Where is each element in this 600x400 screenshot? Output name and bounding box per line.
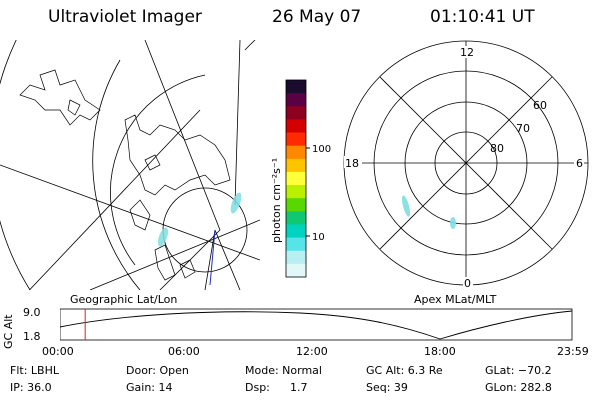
time-label: 01:10:41 UT: [430, 7, 535, 27]
lat-70: 70: [516, 122, 530, 135]
altitude-plot: [60, 308, 573, 341]
door-info: Door: Open: [126, 364, 189, 377]
lat-circle-3: [110, 74, 206, 266]
colorbar-segment: [286, 237, 306, 252]
meridian-1: [0, 164, 260, 261]
aurora-patches: [157, 192, 242, 247]
glat-info: GLat: −70.2: [485, 364, 552, 377]
meridian-3: [234, 40, 241, 206]
colorbar-segment: [286, 211, 306, 225]
left-map-caption: Geographic Lat/Lon: [70, 293, 178, 306]
colorbar-segment: [286, 119, 306, 134]
colorbar-segment: [286, 158, 306, 173]
mlt-0: 0: [464, 277, 471, 290]
x-tick-0600: 06:00: [168, 345, 200, 358]
meridian-2: [144, 40, 221, 231]
date-label: 26 May 07: [272, 7, 362, 27]
mode-info: Mode: Normal: [245, 364, 322, 377]
meridian-4: [89, 219, 260, 290]
mlt-6: 6: [576, 157, 583, 170]
x-tick-1800: 18:00: [424, 345, 456, 358]
colorbar-segment: [286, 198, 306, 212]
gain-info: Gain: 14: [126, 381, 173, 394]
colorbar-segment: [286, 224, 306, 239]
alt-tick-1_8: 1.8: [23, 330, 41, 343]
x-tick-1200: 12:00: [296, 345, 328, 358]
right-map-caption: Apex MLat/MLT: [414, 293, 497, 306]
gc-alt-info: GC Alt: 6.3 Re: [366, 364, 443, 377]
colorbar-segment: [286, 171, 306, 186]
dsp-value: 1.7: [290, 381, 308, 394]
x-tick-0000: 00:00: [42, 345, 74, 358]
mlt-12: 12: [460, 46, 474, 59]
lat-60: 60: [533, 99, 547, 112]
glon-info: GLon: 282.8: [485, 381, 552, 394]
lat-circle-2: [92, 59, 141, 290]
seq-info: Seq: 39: [366, 381, 408, 394]
alt-tick-9: 9.0: [23, 306, 41, 319]
ip-info: IP: 36.0: [10, 381, 52, 394]
coastlines: [19, 69, 231, 281]
lat-80: 80: [490, 142, 504, 155]
flt-info: Flt: LBHL: [10, 364, 59, 377]
colorbar-segment: [286, 250, 306, 265]
lat-circle-outer: [0, 40, 31, 290]
geographic-map: [0, 40, 260, 290]
colorbar-segment: [286, 93, 306, 107]
colorbar-unit: photon cm⁻²s⁻¹: [270, 158, 283, 243]
polar-aurora: [401, 195, 456, 229]
footprint-track: [209, 229, 216, 286]
colorbar-tick-100: 100: [312, 144, 331, 155]
mlt-18: 18: [345, 157, 359, 170]
colorbar-segment: [286, 185, 306, 199]
polar-plot: 12 6 0 18 60 70 80: [343, 40, 589, 290]
x-tick-2359: 23:59: [557, 345, 589, 358]
colorbar-segment: [286, 80, 306, 94]
colorbar-segment: [286, 132, 306, 147]
altitude-curve: [60, 310, 573, 340]
instrument-title: Ultraviolet Imager: [48, 7, 202, 27]
colorbar: 100 10 photon cm⁻²s⁻¹: [270, 79, 331, 278]
colorbar-segment: [286, 145, 306, 160]
dsp-label: Dsp:: [245, 381, 270, 394]
colorbar-tick-10: 10: [312, 232, 325, 243]
colorbar-segment: [286, 106, 306, 120]
colorbar-segment: [286, 263, 306, 278]
alt-plot-ylabel: GC Alt: [2, 314, 15, 349]
